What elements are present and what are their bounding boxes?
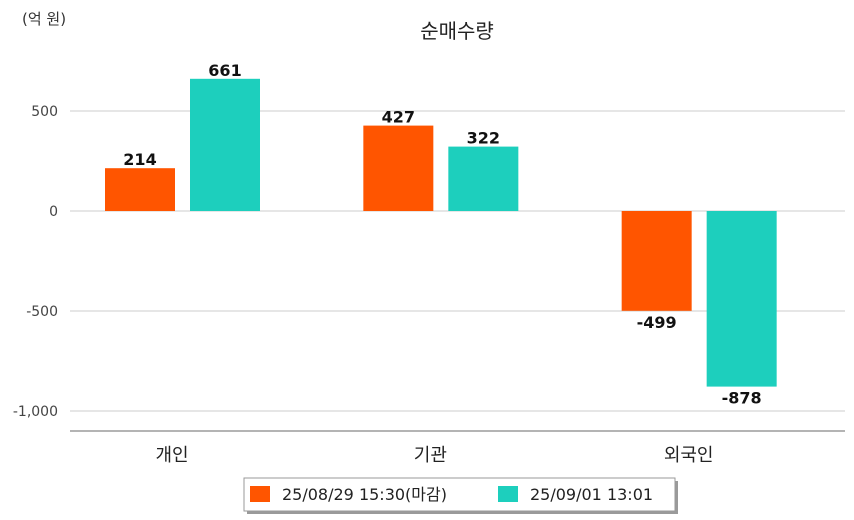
data-label: 214 — [123, 150, 156, 169]
chart-title: 순매수량 — [420, 19, 494, 43]
legend-item: 25/08/29 15:30(마감) — [250, 485, 447, 504]
legend-item: 25/09/01 13:01 — [498, 485, 653, 504]
y-tick-label: 0 — [49, 204, 58, 220]
data-label: -499 — [637, 313, 677, 332]
y-tick-label: 500 — [31, 104, 58, 120]
data-label: 427 — [382, 108, 415, 127]
bar — [706, 211, 777, 387]
bar — [621, 211, 692, 311]
data-labels: 214 661 427 322 -499 -878 — [123, 61, 761, 408]
unit-label: (억 원) — [22, 10, 66, 28]
data-label: 322 — [467, 129, 500, 148]
legend-box — [243, 477, 676, 512]
data-label: 661 — [208, 61, 241, 80]
y-tick-label: -500 — [26, 304, 58, 320]
bars — [105, 78, 777, 387]
data-label: -878 — [722, 389, 762, 408]
bar — [448, 146, 519, 211]
bar — [190, 78, 260, 211]
legend-swatch — [250, 486, 270, 502]
legend-label: 25/09/01 13:01 — [530, 485, 653, 504]
bar — [363, 125, 434, 211]
axes: 500 0 -500 -1,000 개인 기관 외국인 — [13, 104, 845, 466]
category-label: 기관 — [414, 445, 447, 466]
category-label: 개인 — [155, 445, 188, 466]
legend-label: 25/08/29 15:30(마감) — [282, 485, 447, 504]
legend: 25/08/29 15:30(마감) 25/09/01 13:01 — [243, 477, 678, 514]
y-tick-label: -1,000 — [13, 404, 58, 420]
bar — [105, 168, 175, 211]
category-label: 외국인 — [664, 445, 714, 466]
legend-swatch — [498, 486, 518, 502]
